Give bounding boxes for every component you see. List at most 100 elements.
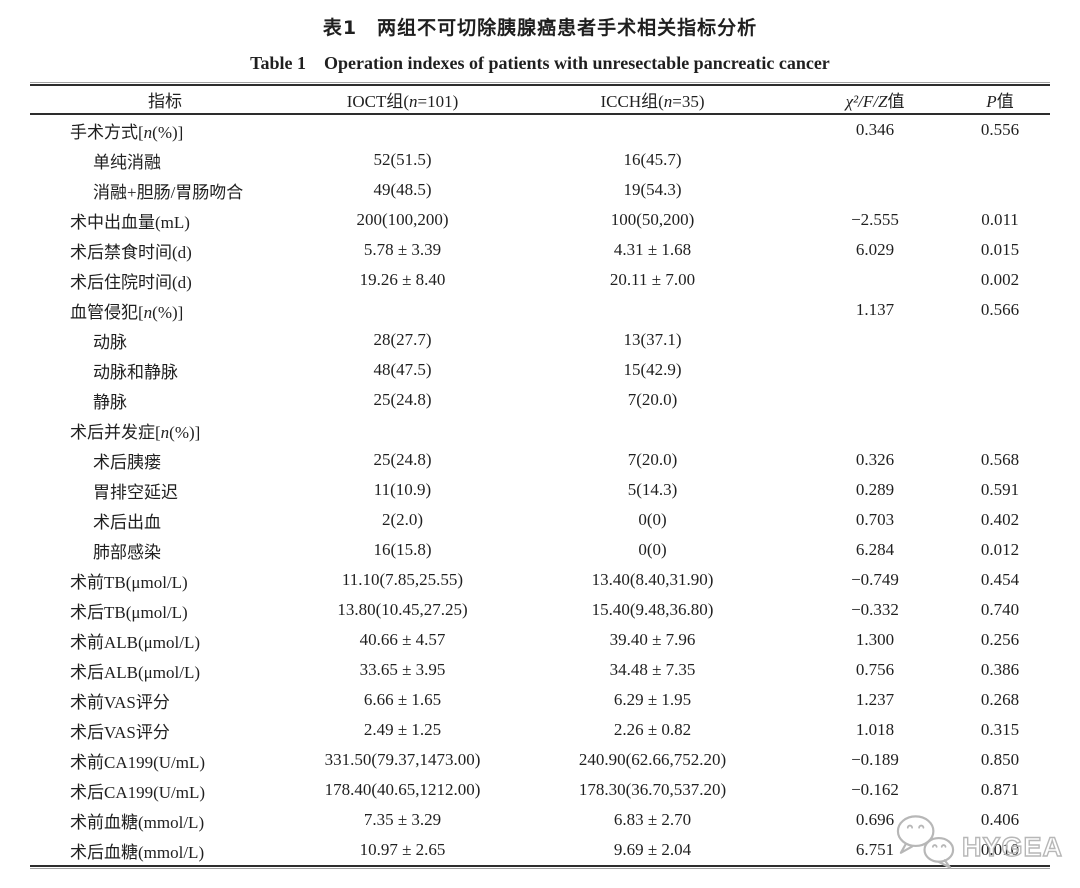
table-body: 手术方式[n(%)] 0.346 0.556 单纯消融 52(51.5) 16(45.7)…	[30, 115, 1050, 865]
table-row: 肺部感染 16(15.8) 0(0) 6.284 0.012	[30, 535, 1050, 565]
cell-icch: 39.40 ± 7.96	[609, 630, 696, 649]
cell-indicator: 肺部感染	[93, 542, 161, 562]
cell-indicator: 静脉	[93, 392, 127, 412]
table-row: 术后TB(μmol/L) 13.80(10.45,27.25) 15.40(9.48…	[30, 595, 1050, 625]
cell-p: 0.012	[980, 540, 1020, 559]
cell-ioct: 16(15.8)	[373, 540, 432, 559]
cell-ioct: 19.26 ± 8.40	[359, 270, 446, 289]
cell-indicator: 胃排空延迟	[93, 482, 178, 502]
cell-ioct: 10.97 ± 2.65	[359, 840, 446, 859]
table-header: 指标 IOCT组(n=101) ICCH组(n=35) χ²/F/Z值 P值	[30, 86, 1050, 113]
cell-p: 0.015	[980, 240, 1020, 259]
cell-ioct: 5.78 ± 3.39	[363, 240, 442, 259]
table-row: 术前VAS评分 6.66 ± 1.65 6.29 ± 1.95 1.237 0.268	[30, 685, 1050, 715]
column-header: ICCH组(n=35)	[600, 92, 705, 111]
cell-indicator: 术前VAS评分	[70, 692, 170, 712]
table-header-row: 指标 IOCT组(n=101) ICCH组(n=35) χ²/F/Z值 P值	[30, 86, 1050, 113]
cell-ioct: 11(10.9)	[373, 480, 432, 499]
cell-ioct	[300, 295, 505, 325]
cell-chi	[800, 265, 950, 295]
cell-p: 0.256	[980, 630, 1020, 649]
table-top-rule	[30, 82, 1050, 86]
cell-icch: 0(0)	[638, 540, 667, 559]
table-row: 术后CA199(U/mL) 178.40(40.65,1212.00) 178.30…	[30, 775, 1050, 805]
cell-p: 0.010	[980, 840, 1020, 859]
cell-indicator: 单纯消融	[93, 152, 161, 172]
cell-p: 0.556	[980, 120, 1020, 139]
cell-ioct: 200(100,200)	[356, 210, 449, 229]
table-row: 动脉 28(27.7) 13(37.1)	[30, 325, 1050, 355]
cell-ioct: 6.66 ± 1.65	[363, 690, 442, 709]
table-row: 术后胰瘘 25(24.8) 7(20.0) 0.326 0.568	[30, 445, 1050, 475]
cell-icch: 15.40(9.48,36.80)	[591, 600, 714, 619]
cell-ioct: 2(2.0)	[381, 510, 424, 529]
cell-chi	[800, 355, 950, 385]
cell-indicator: 术后VAS评分	[70, 722, 170, 742]
column-header: 指标	[148, 92, 182, 111]
cell-icch	[505, 415, 800, 445]
cell-chi: 0.756	[855, 660, 895, 679]
cell-indicator: 手术方式[n(%)]	[70, 122, 184, 142]
column-header: IOCT组(n=101)	[346, 92, 459, 111]
cell-p: 0.740	[980, 600, 1020, 619]
cell-chi: 0.703	[855, 510, 895, 529]
cell-icch: 178.30(36.70,537.20)	[578, 780, 727, 799]
table-header-rule	[30, 113, 1050, 115]
cell-ioct: 48(47.5)	[373, 360, 432, 379]
cell-chi: 6.751	[855, 840, 895, 859]
cell-icch: 34.48 ± 7.35	[609, 660, 696, 679]
cell-indicator: 术后并发症[n(%)]	[70, 422, 201, 442]
cell-ioct	[300, 115, 505, 145]
table-bottom-rule	[30, 865, 1050, 869]
cell-indicator: 术后TB(μmol/L)	[70, 602, 188, 622]
stat-table-container: 指标 IOCT组(n=101) ICCH组(n=35) χ²/F/Z值 P值 手术方式[…	[30, 82, 1050, 869]
table-row: 术前TB(μmol/L) 11.10(7.85,25.55) 13.40(8.40,…	[30, 565, 1050, 595]
cell-p	[950, 355, 1050, 385]
cell-chi	[800, 325, 950, 355]
cell-ioct: 13.80(10.45,27.25)	[337, 600, 468, 619]
cell-p: 0.268	[980, 690, 1020, 709]
cell-indicator: 术后胰瘘	[93, 452, 161, 472]
table-row: 术后禁食时间(d) 5.78 ± 3.39 4.31 ± 1.68 6.029 0.01…	[30, 235, 1050, 265]
table-row: 单纯消融 52(51.5) 16(45.7)	[30, 145, 1050, 175]
cell-chi: −2.555	[851, 210, 899, 229]
table-row: 术后并发症[n(%)]	[30, 415, 1050, 445]
table-row: 术后VAS评分 2.49 ± 1.25 2.26 ± 0.82 1.018 0.315	[30, 715, 1050, 745]
cell-p: 0.454	[980, 570, 1020, 589]
cell-chi: 6.029	[855, 240, 895, 259]
table-row: 术中出血量(mL) 200(100,200) 100(50,200) −2.555 0.…	[30, 205, 1050, 235]
cell-indicator: 术后禁食时间(d)	[70, 242, 192, 262]
cell-chi	[800, 145, 950, 175]
cell-icch: 7(20.0)	[627, 450, 678, 469]
cell-indicator: 血管侵犯[n(%)]	[70, 302, 184, 322]
cell-icch: 6.29 ± 1.95	[613, 690, 692, 709]
document-page: { "title_cn": "表1 两组不可切除胰腺癌患者手术相关指标分析", …	[0, 13, 1080, 888]
table-row: 术前血糖(mmol/L) 7.35 ± 3.29 6.83 ± 2.70 0.696 0…	[30, 805, 1050, 835]
cell-chi: −0.749	[851, 570, 899, 589]
cell-chi: 1.018	[855, 720, 895, 739]
cell-indicator: 动脉和静脉	[93, 362, 178, 382]
cell-indicator: 术中出血量(mL)	[70, 212, 190, 232]
cell-p: 0.002	[980, 270, 1020, 289]
cell-ioct: 25(24.8)	[373, 390, 432, 409]
cell-chi: −0.189	[851, 750, 899, 769]
cell-indicator: 术前CA199(U/mL)	[70, 752, 206, 772]
cell-ioct: 25(24.8)	[373, 450, 432, 469]
cell-p	[950, 325, 1050, 355]
cell-icch: 6.83 ± 2.70	[613, 810, 692, 829]
table-title-cn: 表1 两组不可切除胰腺癌患者手术相关指标分析	[322, 17, 758, 39]
cell-chi: 1.237	[855, 690, 895, 709]
cell-indicator: 术前TB(μmol/L)	[70, 572, 188, 592]
table-row: 术后出血 2(2.0) 0(0) 0.703 0.402	[30, 505, 1050, 535]
cell-indicator: 术后CA199(U/mL)	[70, 782, 206, 802]
cell-p: 0.386	[980, 660, 1020, 679]
cell-ioct: 40.66 ± 4.57	[359, 630, 446, 649]
cell-ioct: 7.35 ± 3.29	[363, 810, 442, 829]
cell-chi: 6.284	[855, 540, 895, 559]
cell-indicator: 消融+胆肠/胃肠吻合	[93, 182, 244, 202]
cell-ioct	[300, 415, 505, 445]
cell-indicator: 术后住院时间(d)	[70, 272, 192, 292]
table-row: 手术方式[n(%)] 0.346 0.556	[30, 115, 1050, 145]
cell-ioct: 2.49 ± 1.25	[363, 720, 442, 739]
cell-p: 0.566	[980, 300, 1020, 319]
